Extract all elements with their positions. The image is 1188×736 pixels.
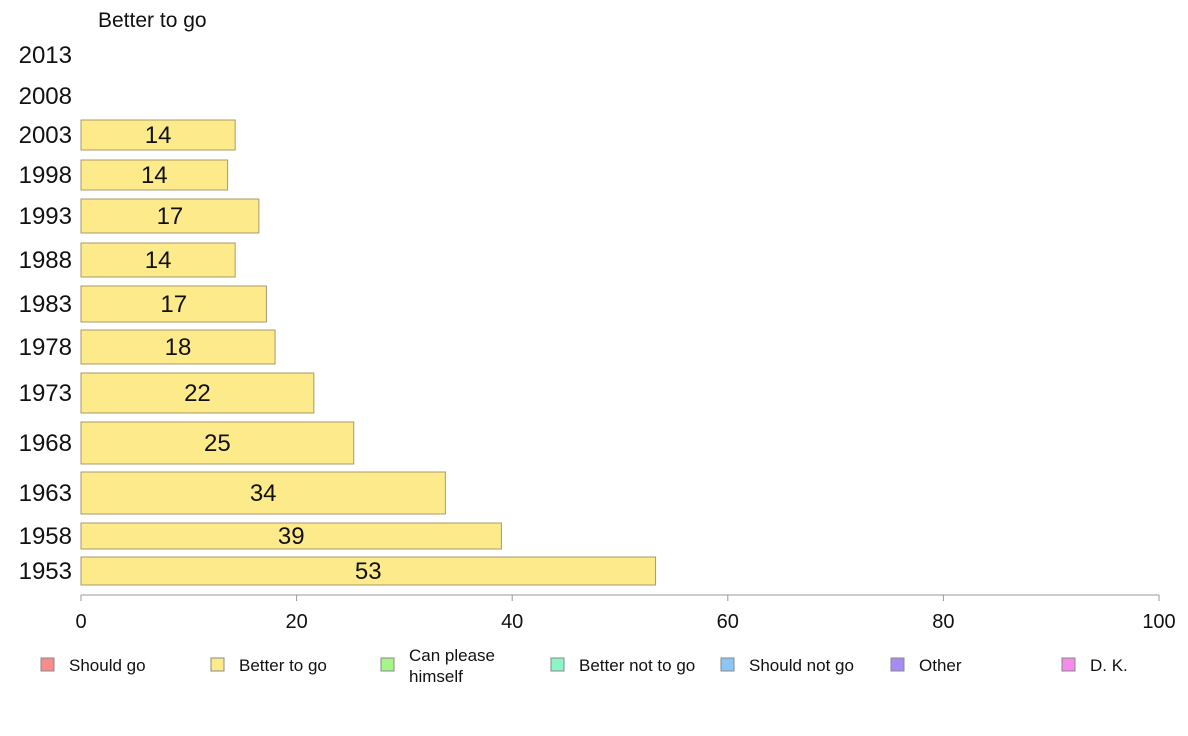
data-label-1998: 14: [141, 162, 168, 189]
bar-1983: [80, 285, 267, 323]
bar-1973: [80, 372, 315, 414]
y-tick-label-1968: 1968: [19, 430, 72, 457]
x-tick-label-100: 100: [1142, 611, 1175, 633]
x-tick-label-80: 80: [932, 611, 954, 633]
x-tick-label-40: 40: [501, 611, 523, 633]
legend-label: Should go: [69, 656, 146, 675]
data-label-1983: 17: [160, 291, 187, 318]
legend-label: D. K.: [1090, 656, 1128, 675]
bar-2003: [80, 119, 236, 151]
legend-swatch: [380, 657, 395, 672]
y-tick-label-2008: 2008: [19, 83, 72, 110]
x-tick-label-60: 60: [717, 611, 739, 633]
x-axis: 0 20 40 60 80 100: [75, 594, 1176, 633]
legend-item-should-go: Should go: [40, 656, 146, 675]
y-tick-label-1953: 1953: [19, 558, 72, 585]
bar-1968: [80, 421, 355, 465]
legend-item-other: Other: [890, 656, 962, 675]
data-label-1993: 17: [157, 203, 184, 230]
chart-title: Better to go: [98, 9, 207, 32]
legend-label: Other: [919, 656, 962, 675]
y-axis-labels: 2013 2008 2003 1998 1993 1988 1983 1978 1973 1968…: [19, 42, 72, 585]
y-tick-label-1973: 1973: [19, 380, 72, 407]
y-tick-label-1993: 1993: [19, 203, 72, 230]
bar-1978: [80, 329, 276, 365]
legend-swatch: [550, 657, 565, 672]
x-tick-label-20: 20: [285, 611, 307, 633]
legend-item-should-not-go: Should not go: [720, 656, 854, 675]
legend-item-d-k: D. K.: [1061, 656, 1128, 675]
data-label-1968: 25: [204, 430, 231, 457]
y-tick-label-1988: 1988: [19, 247, 72, 274]
data-label-1978: 18: [165, 334, 192, 361]
y-tick-label-1978: 1978: [19, 334, 72, 361]
bar-1963: [80, 471, 446, 515]
bar-1988: [80, 242, 236, 278]
legend-swatch: [720, 657, 735, 672]
legend-swatch: [210, 657, 225, 672]
legend-label: Should not go: [749, 656, 854, 675]
y-tick-label-1998: 1998: [19, 162, 72, 189]
bar-1998: [80, 159, 229, 191]
data-label-1963: 34: [250, 480, 277, 507]
legend-swatch: [890, 657, 905, 672]
bar-1958: [80, 522, 502, 550]
y-tick-label-2003: 2003: [19, 122, 72, 149]
y-tick-label-1963: 1963: [19, 480, 72, 507]
data-label-2003: 14: [145, 122, 172, 149]
data-label-1958: 39: [278, 523, 305, 550]
legend-item-better-not-to-go: Better not to go: [550, 656, 695, 675]
y-tick-label-1983: 1983: [19, 291, 72, 318]
x-tick-label-0: 0: [75, 611, 86, 633]
legend-label: Can please himself: [409, 646, 495, 686]
bar-1993: [80, 198, 260, 234]
legend-swatch: [40, 657, 55, 672]
legend-label: Better to go: [239, 656, 327, 675]
data-label-1988: 14: [145, 247, 172, 274]
legend-label: Better not to go: [579, 656, 695, 675]
legend-item-better-to-go: Better to go: [210, 656, 327, 675]
legend: Should go Better to go Can please himself Be…: [40, 646, 1128, 686]
y-tick-label-1958: 1958: [19, 523, 72, 550]
y-tick-label-2013: 2013: [19, 42, 72, 69]
legend-swatch: [1061, 657, 1076, 672]
data-label-1973: 22: [184, 380, 211, 407]
legend-item-can-please-himself: Can please himself: [380, 646, 495, 686]
data-label-1953: 53: [355, 558, 382, 585]
bar-1953: [80, 556, 657, 586]
